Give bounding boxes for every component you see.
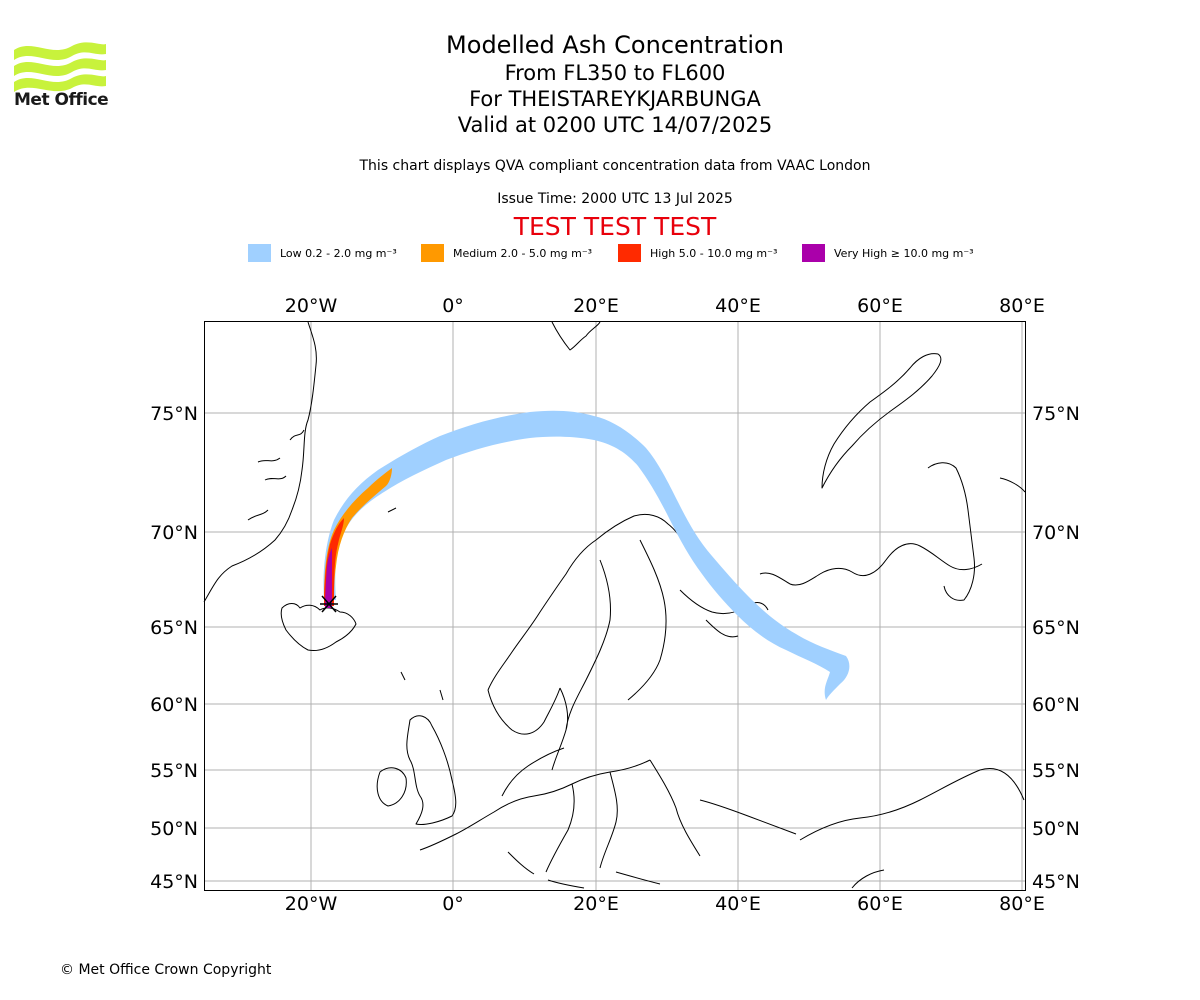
yamal-coast (927, 462, 1026, 601)
lon-label: 20°W (285, 295, 338, 317)
map-frame (204, 321, 1026, 891)
legend-label-high: High 5.0 - 10.0 mg m⁻³ (650, 246, 778, 260)
ireland (376, 767, 407, 807)
lon-labels-bottom: 20°W 0° 20°E 40°E 60°E 80°E (285, 893, 1045, 915)
lat-label: 75°N (1032, 403, 1080, 425)
legend-item-high: High 5.0 - 10.0 mg m⁻³ (618, 243, 777, 263)
novaya-zemlya (821, 353, 942, 489)
lon-label: 40°E (715, 295, 761, 317)
legend-swatch-low (248, 244, 271, 262)
iceland (280, 603, 357, 651)
legend-item-medium: Medium 2.0 - 5.0 mg m⁻³ (421, 243, 592, 263)
russia-arctic-coast (759, 543, 983, 586)
lon-label: 20°E (573, 295, 619, 317)
ash-plume-low (323, 410, 850, 700)
lat-label: 55°N (150, 760, 198, 782)
map-gridlines (204, 321, 1025, 890)
legend-label-very-high: Very High ≥ 10.0 mg m⁻³ (834, 246, 974, 260)
lat-label: 65°N (150, 617, 198, 639)
lon-label: 60°E (857, 295, 903, 317)
valid-time: Valid at 0200 UTC 14/07/2025 (457, 113, 773, 137)
chart-description: This chart displays QVA compliant concen… (359, 158, 871, 174)
lat-label: 50°N (150, 818, 198, 840)
met-office-logo-text: Met Office (14, 90, 109, 110)
legend-swatch-high (618, 244, 641, 262)
south-norway (487, 687, 561, 735)
ash-plume-very-high (325, 548, 332, 608)
lat-labels-left: 75°N 70°N 65°N 60°N 55°N 50°N 45°N (150, 403, 198, 893)
europe-borders (545, 759, 1025, 873)
flight-level-range: From FL350 to FL600 (504, 61, 726, 85)
lon-label: 60°E (857, 893, 903, 915)
volcano-name: For THEISTAREYKJARBUNGA (469, 87, 761, 111)
lat-label: 60°N (1032, 694, 1080, 716)
lat-label: 65°N (1032, 617, 1080, 639)
white-sea (679, 589, 769, 638)
test-banner: TEST TEST TEST (513, 212, 717, 241)
lat-label: 45°N (1032, 871, 1080, 893)
lat-label: 45°N (150, 871, 198, 893)
lon-label: 40°E (715, 893, 761, 915)
copyright: © Met Office Crown Copyright (60, 962, 272, 978)
lat-label: 70°N (1032, 522, 1080, 544)
jan-mayen (387, 507, 397, 513)
lat-label: 55°N (1032, 760, 1080, 782)
legend-item-very-high: Very High ≥ 10.0 mg m⁻³ (802, 243, 974, 263)
chart-title: Modelled Ash Concentration (446, 31, 784, 59)
lon-label: 0° (442, 295, 464, 317)
lat-label: 75°N (150, 403, 198, 425)
svalbard (551, 321, 601, 351)
lat-label: 60°N (150, 694, 198, 716)
lon-label: 20°W (285, 893, 338, 915)
lon-label: 80°E (999, 295, 1045, 317)
lat-label: 70°N (150, 522, 198, 544)
legend-item-low: Low 0.2 - 2.0 mg m⁻³ (248, 243, 397, 263)
greenland-fjords (247, 429, 305, 521)
finland-border (627, 539, 667, 701)
issue-time: Issue Time: 2000 UTC 13 Jul 2025 (497, 191, 733, 207)
alpine-borders (507, 851, 661, 889)
sweden-border (551, 559, 611, 771)
great-britain (406, 715, 457, 825)
lon-label: 80°E (999, 893, 1045, 915)
legend-label-low: Low 0.2 - 2.0 mg m⁻³ (280, 246, 397, 260)
lon-label: 0° (442, 893, 464, 915)
faroe-islands (400, 671, 444, 701)
legend-swatch-very-high (802, 244, 825, 262)
greenland-coast (203, 321, 317, 603)
volcano-marker (320, 595, 338, 613)
lon-label: 20°E (573, 893, 619, 915)
lon-labels-top: 20°W 0° 20°E 40°E 60°E 80°E (285, 295, 1045, 317)
lat-label: 50°N (1032, 818, 1080, 840)
chart-title-block: Modelled Ash Concentration From FL350 to… (0, 30, 1200, 138)
east-coast-fragment (851, 869, 885, 889)
lat-labels-right: 75°N 70°N 65°N 60°N 55°N 50°N 45°N (1032, 403, 1080, 893)
legend-label-medium: Medium 2.0 - 5.0 mg m⁻³ (453, 246, 593, 260)
legend-swatch-medium (421, 244, 444, 262)
europe-north-coast (419, 747, 651, 851)
met-office-logo (14, 42, 106, 92)
